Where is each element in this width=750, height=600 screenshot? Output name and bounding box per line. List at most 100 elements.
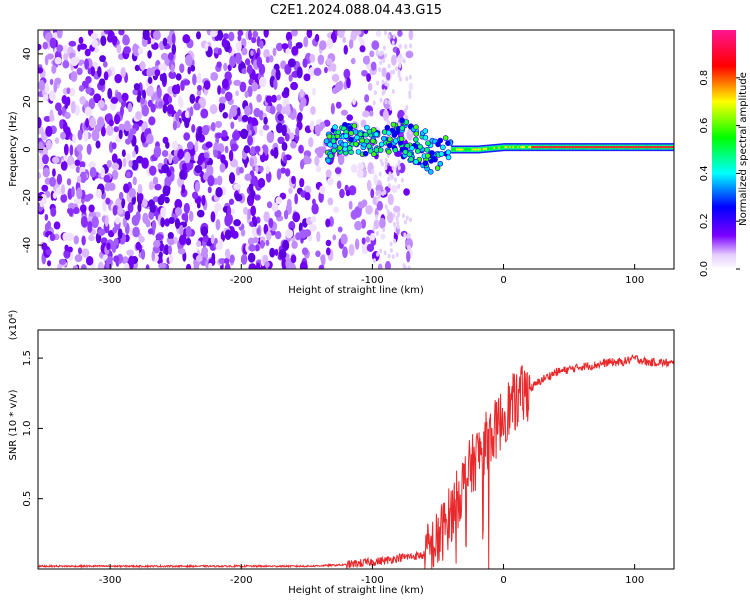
spectrogram-noise-cell <box>346 114 354 121</box>
spectrogram-signal-cell <box>458 148 462 151</box>
spectrogram-noise-cell <box>325 169 332 178</box>
spectrogram-noise-cell <box>409 43 413 49</box>
spectrogram-y-tick-label: -40 <box>22 237 33 253</box>
spectrogram-signal-cell <box>529 146 532 149</box>
spectrogram-noise-cell <box>377 263 383 269</box>
spectrogram-noise-cell <box>392 212 396 218</box>
spectrogram-noise-cell <box>196 209 205 218</box>
snr-y-multiplier: (x10⁴) <box>8 310 19 341</box>
spectrogram-noise-cell <box>248 183 254 192</box>
spectrogram-noise-cell <box>224 229 232 241</box>
spectrogram-noise-cell <box>121 256 129 265</box>
spectrogram-noise-cell <box>310 216 317 223</box>
spectrogram-noise-cell <box>315 165 322 173</box>
spectrogram-noise-cell <box>290 141 297 149</box>
spectrogram-noise-cell <box>124 138 132 145</box>
spectrogram-noise-cell <box>79 43 88 50</box>
spectrogram-noise-cell <box>337 226 343 233</box>
spectrogram-noise-cell <box>132 226 140 238</box>
spectrogram-noise-cell <box>391 40 395 46</box>
spectrogram-noise-cell <box>403 188 410 196</box>
spectrogram-noise-cell <box>361 69 368 77</box>
spectrogram-noise-cell <box>282 239 290 251</box>
spectrogram-noise-cell <box>124 210 131 221</box>
spectrogram-noise-cell <box>403 108 407 114</box>
spectrogram-noise-cell <box>248 263 257 269</box>
spectrogram-noise-cell <box>59 119 64 130</box>
spectrogram-noise-cell <box>273 78 278 90</box>
spectrogram-noise-cell <box>181 213 187 221</box>
spectrogram-noise-cell <box>408 90 412 96</box>
spectrogram-noise-cell <box>154 69 161 77</box>
spectrogram-noise-cell <box>383 250 387 256</box>
spectrogram-noise-cell <box>107 88 113 100</box>
spectrogram-noise-cell <box>252 236 259 244</box>
spectrogram-noise-cell <box>142 212 149 224</box>
spectrogram-noise-cell <box>389 105 393 111</box>
spectrogram-noise-cell <box>152 245 161 254</box>
spectrogram-noise-cell <box>369 110 374 117</box>
spectrogram-noise-cell <box>148 181 155 191</box>
spectrogram-noise-cell <box>404 114 408 120</box>
spectrogram-noise-cell <box>38 155 43 166</box>
spectrogram-noise-cell <box>153 239 161 248</box>
spectrogram-noise-cell <box>325 239 332 247</box>
spectrogram-noise-cell <box>95 188 102 199</box>
spectrogram-signal-cell <box>330 138 337 144</box>
spectrogram-noise-cell <box>49 78 54 86</box>
spectrogram-noise-cell <box>353 30 362 36</box>
spectrogram-noise-cell <box>253 107 261 118</box>
spectrogram-noise-cell <box>63 52 69 62</box>
spectrogram-noise-cell <box>386 211 394 224</box>
snr-background <box>38 330 674 569</box>
spectrogram-noise-cell <box>332 234 337 241</box>
spectrogram-noise-cell <box>160 207 166 217</box>
spectrogram-noise-cell <box>288 220 296 231</box>
spectrogram-noise-cell <box>132 44 141 57</box>
spectrogram-noise-cell <box>200 108 209 119</box>
spectrogram-noise-cell <box>356 169 364 179</box>
spectrogram-signal-cell <box>594 146 597 149</box>
spectrogram-noise-cell <box>274 248 279 256</box>
spectrogram-noise-cell <box>372 225 376 231</box>
spectrogram-noise-cell <box>397 72 401 78</box>
spectrogram-noise-cell <box>177 248 186 255</box>
spectrogram-noise-cell <box>224 91 233 102</box>
spectrogram-signal-cell <box>624 146 627 149</box>
spectrogram-noise-cell <box>289 132 295 140</box>
spectrogram-noise-cell <box>149 204 157 213</box>
spectrogram-noise-cell <box>299 261 308 269</box>
figure-title: C2E1.2024.088.04.43.G15 <box>270 3 442 18</box>
spectrogram-noise-cell <box>271 94 277 103</box>
spectrogram-noise-cell <box>113 126 119 133</box>
spectrogram-noise-cell <box>375 214 379 220</box>
spectrogram-y-ticks: 40 20 0 -20 -40 <box>22 48 43 253</box>
spectrogram-noise-cell <box>121 198 125 209</box>
spectrogram-noise-cell <box>174 198 183 210</box>
spectrogram-noise-cell <box>79 204 87 213</box>
spectrogram-signal-cell <box>463 148 466 151</box>
spectrogram-signal-cell <box>370 138 376 144</box>
spectrogram-noise-cell <box>171 140 179 151</box>
spectrogram-noise-cell <box>319 121 326 129</box>
snr-x-tick-label: -200 <box>230 575 253 586</box>
spectrogram-noise-cell <box>269 247 276 258</box>
spectrogram-noise-cell <box>130 128 137 135</box>
spectrogram-signal-cell <box>660 146 663 149</box>
spectrogram-noise-cell <box>236 107 241 117</box>
spectrogram-noise-cell <box>149 165 157 176</box>
spectrogram-noise-cell <box>107 182 116 191</box>
spectrogram-noise-cell <box>257 177 266 188</box>
spectrogram-signal-cell <box>633 146 636 149</box>
spectrogram-signal-cell <box>598 146 602 149</box>
spectrogram-signal-cell <box>413 131 420 137</box>
spectrogram-noise-cell <box>117 228 123 240</box>
spectrogram-noise-cell <box>240 228 246 237</box>
spectrogram-signal-cell <box>630 146 633 149</box>
spectrogram-noise-cell <box>378 51 382 57</box>
spectrogram-noise-cell <box>405 76 409 82</box>
spectrogram-noise-cell <box>97 228 106 236</box>
spectrogram-noise-cell <box>102 200 107 212</box>
spectrogram-signal-cell <box>580 146 583 149</box>
spectrogram-signal-cell <box>578 146 581 149</box>
